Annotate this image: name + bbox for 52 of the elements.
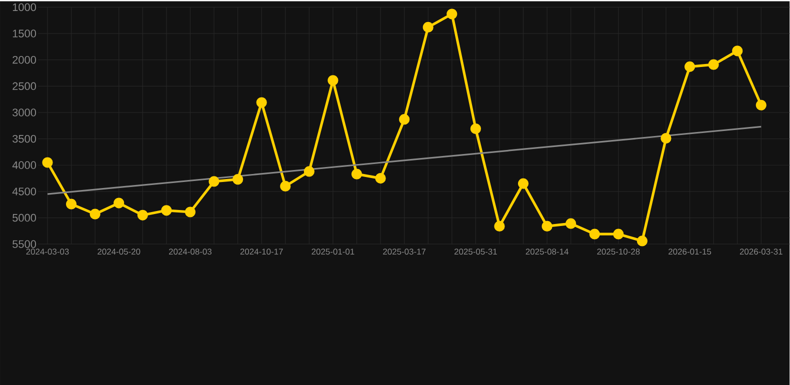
point bbox=[184, 206, 196, 218]
point bbox=[137, 210, 148, 220]
point bbox=[328, 75, 338, 86]
point bbox=[90, 208, 100, 220]
point bbox=[470, 123, 481, 134]
point bbox=[208, 176, 220, 187]
point bbox=[351, 168, 362, 180]
point bbox=[446, 8, 458, 20]
x-tick-label: 2024-05-20 bbox=[98, 248, 140, 255]
point bbox=[232, 174, 244, 185]
point bbox=[613, 228, 624, 240]
x-tick-label: 2025-01-01 bbox=[312, 248, 354, 255]
y-tick-label: 4500 bbox=[12, 188, 36, 196]
point bbox=[280, 180, 291, 192]
x-tick-label: 2024-08-03 bbox=[169, 248, 212, 255]
y-tick-label: 3000 bbox=[12, 108, 36, 116]
point bbox=[589, 228, 600, 240]
point bbox=[708, 59, 719, 70]
y-tick-label: 5500 bbox=[12, 240, 36, 248]
x-tick-label: 2026-03-31 bbox=[740, 248, 782, 255]
point bbox=[42, 157, 53, 168]
y-tick-label: 3500 bbox=[12, 134, 36, 143]
y-tick-label: 2000 bbox=[12, 56, 36, 64]
point bbox=[304, 166, 314, 177]
y-tick-label: 1500 bbox=[12, 30, 36, 38]
point bbox=[256, 97, 267, 108]
point bbox=[518, 178, 529, 189]
x-tick-label: 2024-03-03 bbox=[26, 248, 69, 255]
x-tick-label: 2026-01-15 bbox=[668, 248, 712, 255]
y-tick-label: 2500 bbox=[12, 82, 36, 90]
y-tick-label: 1000 bbox=[12, 3, 36, 12]
y-tick-label: 5000 bbox=[12, 214, 36, 222]
point bbox=[566, 218, 576, 229]
x-tick-label: 2025-05-31 bbox=[454, 248, 497, 255]
point bbox=[494, 220, 505, 232]
x-tick-label: 2025-03-17 bbox=[383, 248, 426, 255]
point bbox=[66, 198, 77, 210]
point bbox=[399, 114, 410, 125]
point bbox=[161, 205, 172, 216]
point bbox=[636, 236, 648, 246]
x-tick-label: 2025-10-28 bbox=[597, 248, 640, 255]
point bbox=[756, 100, 766, 110]
x-tick-label: 2025-08-14 bbox=[526, 248, 568, 255]
point bbox=[375, 172, 386, 184]
point bbox=[422, 22, 434, 32]
point bbox=[542, 220, 552, 232]
point bbox=[114, 198, 124, 208]
point bbox=[660, 132, 672, 144]
point bbox=[684, 61, 696, 72]
x-tick-label: 2024-10-17 bbox=[240, 248, 283, 255]
point bbox=[732, 46, 743, 56]
y-tick-label: 4000 bbox=[12, 161, 36, 169]
